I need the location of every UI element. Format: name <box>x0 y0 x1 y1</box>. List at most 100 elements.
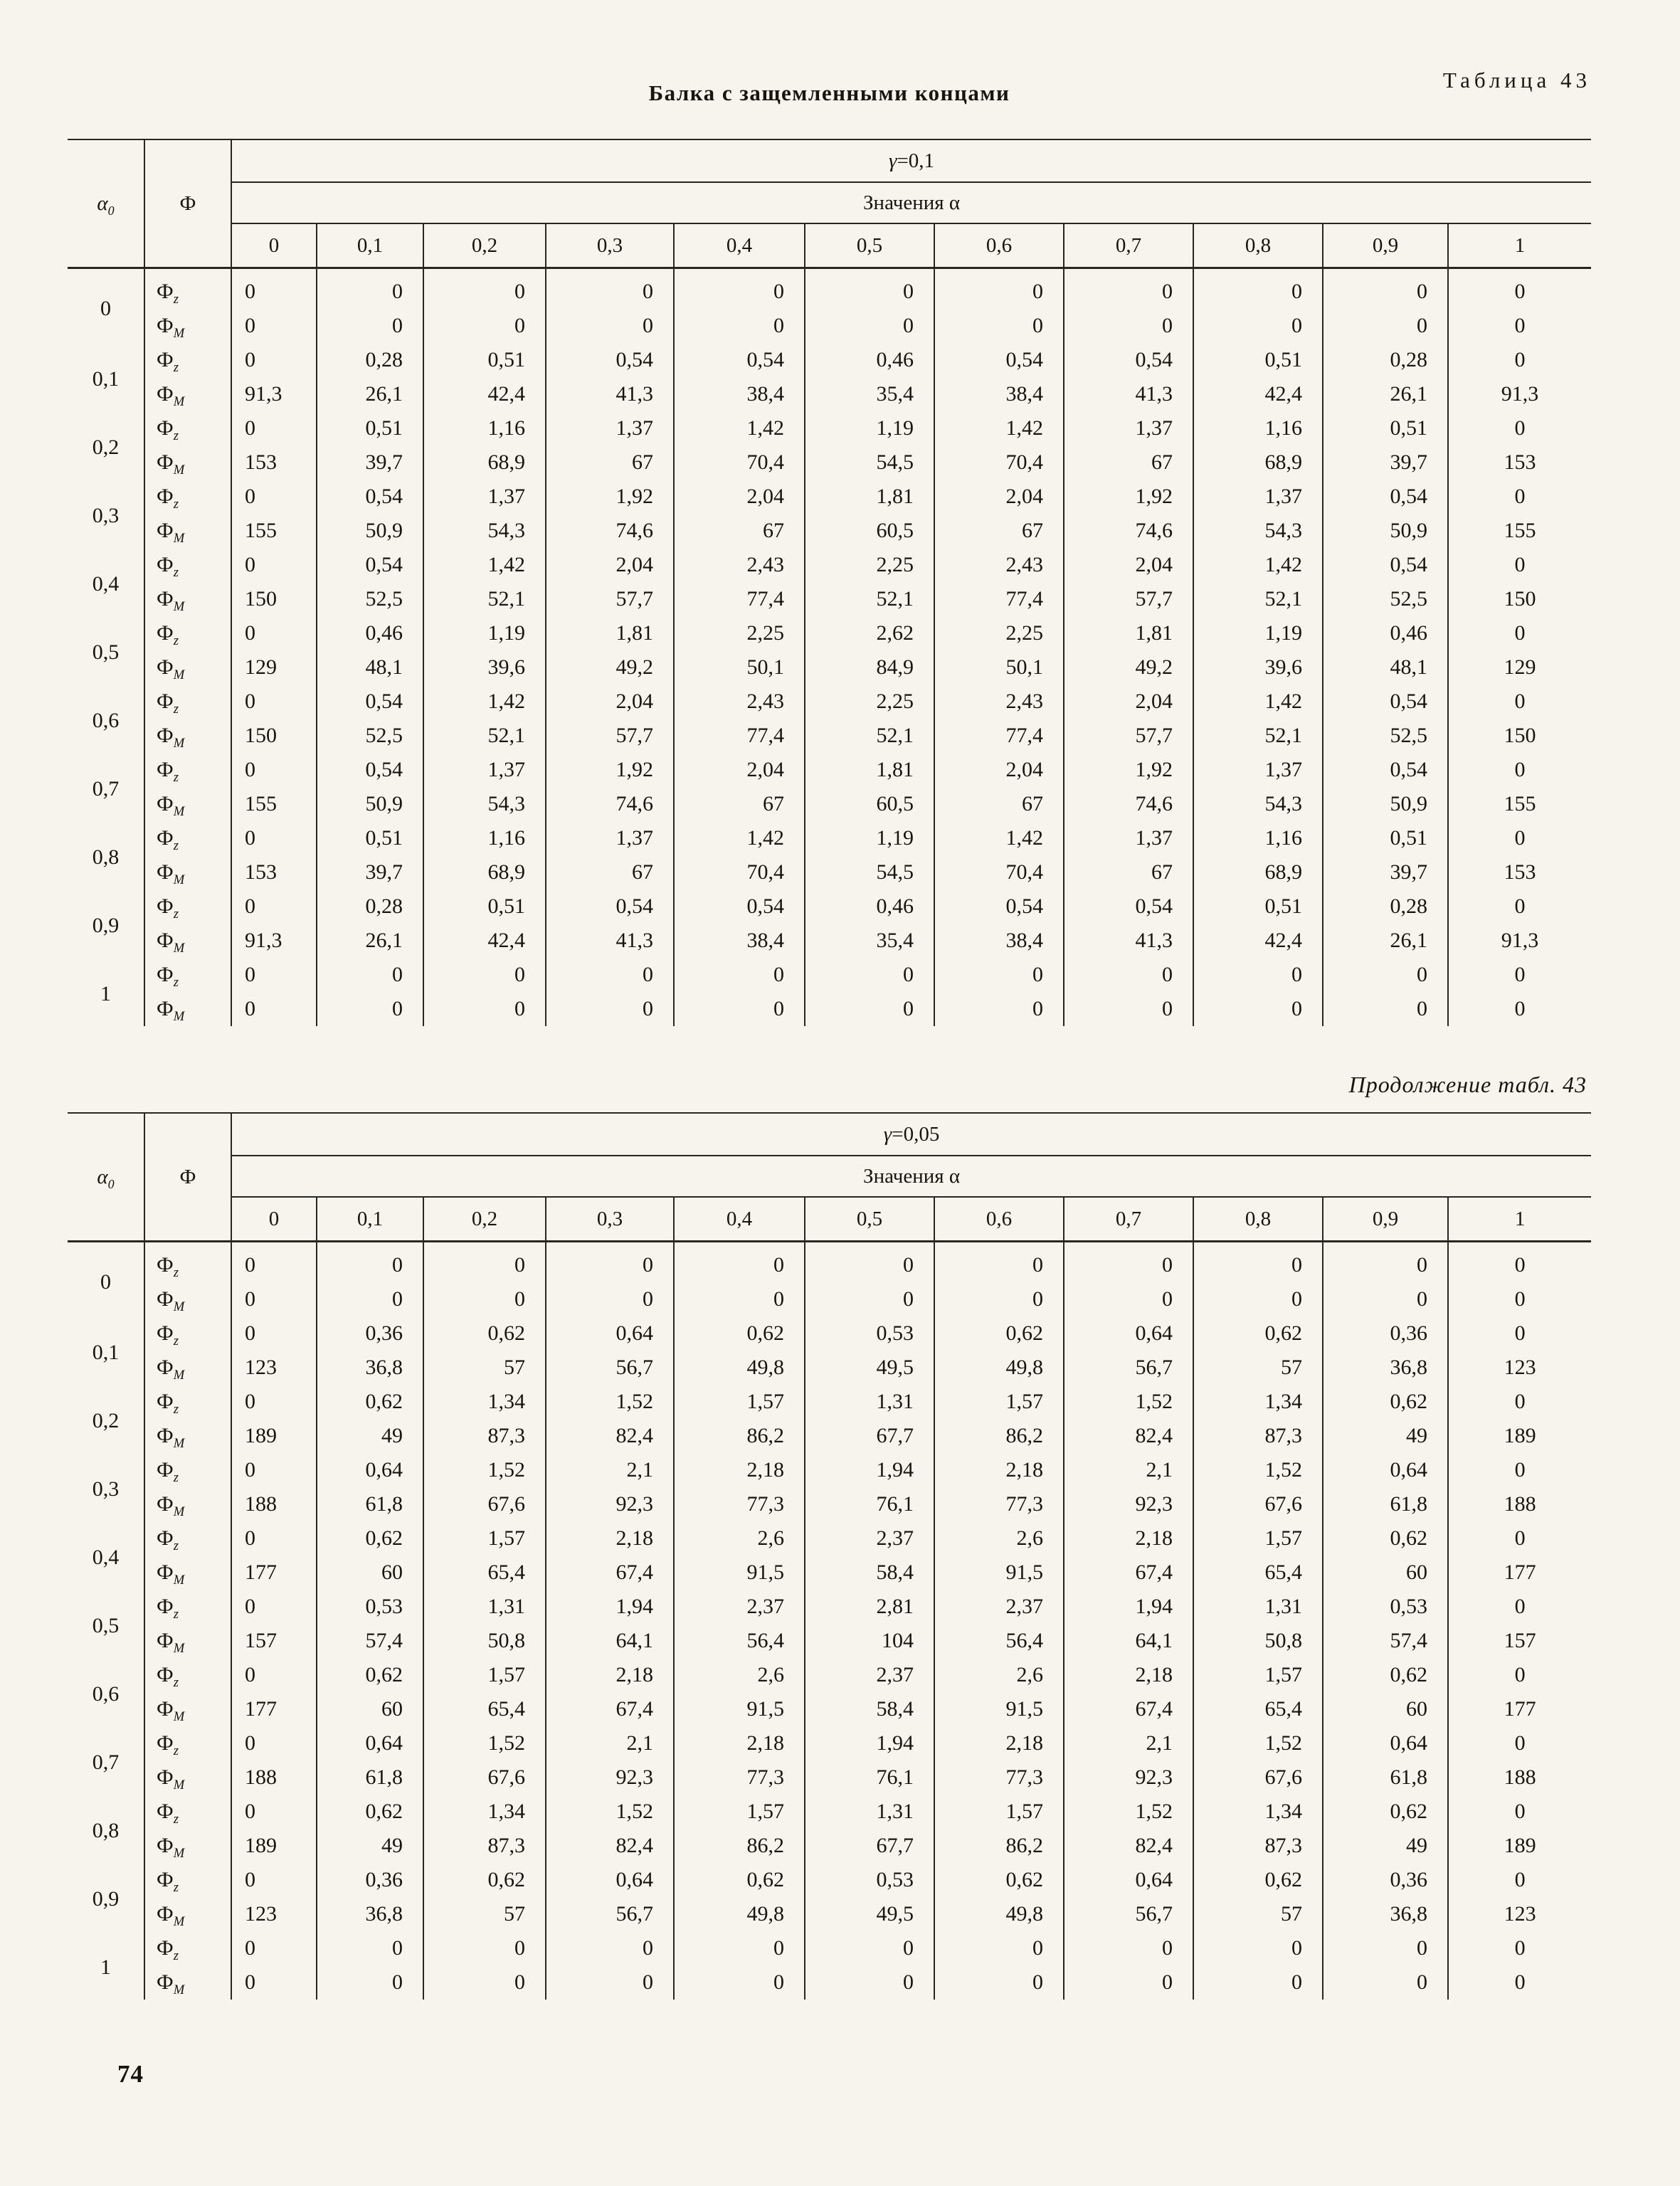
phi-m-row-label: ФM <box>144 1351 231 1385</box>
alpha0-value: 0,4 <box>92 1546 120 1569</box>
data-cell: 26,1 <box>1322 377 1448 411</box>
data-cell: 0 <box>673 268 805 309</box>
data-cell: 1,81 <box>1063 616 1193 650</box>
data-cell: 0 <box>545 1282 674 1316</box>
data-cell: 0,54 <box>316 548 423 582</box>
data-cell: 84,9 <box>804 650 934 685</box>
table-row: 0,6 Фz 0 0,54 1,42 2,04 2,43 2,25 2,43 2,04 1,42 0,… <box>68 685 1592 732</box>
data-cell: 2,04 <box>934 480 1064 514</box>
data-cell: 0 <box>1063 1241 1193 1282</box>
data-cell: 0,54 <box>1063 889 1193 924</box>
data-cell: 1,19 <box>423 616 546 650</box>
data-cell: 67,4 <box>1063 1692 1193 1726</box>
data-cell: 0 <box>1447 1931 1592 1965</box>
data-cell: 0,53 <box>1322 1590 1448 1624</box>
data-cell: 0,54 <box>1322 480 1448 514</box>
data-cell: 50,9 <box>1322 514 1448 548</box>
data-cell: 0 <box>804 1965 934 2000</box>
table1-header: Таблица 43 Балка с защемленными концами <box>68 68 1591 120</box>
data-cell: 57,7 <box>1063 582 1193 616</box>
data-cell: 0 <box>1193 958 1323 992</box>
data-cell: 0,62 <box>1322 1658 1448 1692</box>
data-cell: 61,8 <box>316 1760 423 1795</box>
data-cell: 36,8 <box>1322 1351 1448 1385</box>
data-cell: 57,4 <box>316 1624 423 1658</box>
data-cell: 0,62 <box>934 1863 1064 1897</box>
data-cell: 2,6 <box>673 1521 805 1556</box>
table1-caption: Таблица 43 <box>1442 68 1591 93</box>
data-cell: 157 <box>1447 1624 1592 1658</box>
data-cell: 52,1 <box>1193 719 1323 753</box>
data-cell: 0 <box>1447 480 1592 514</box>
data-cell: 0 <box>231 1521 317 1556</box>
data-cell: 1,52 <box>1193 1726 1323 1760</box>
table-row: ФM 155 50,9 54,3 74,6 67 60,5 67 74,6 54,3 50,9 155 <box>68 787 1592 821</box>
alpha0-value: 0,8 <box>92 1819 120 1842</box>
data-cell: 0,64 <box>1322 1726 1448 1760</box>
data-cell: 0 <box>1447 1726 1592 1760</box>
data-cell: 2,18 <box>673 1453 805 1487</box>
table-row: ФM 0 0 0 0 0 0 0 0 0 0 0 <box>68 1965 1592 2000</box>
col-header: 0,8 <box>1193 223 1323 269</box>
data-cell: 1,94 <box>545 1590 674 1624</box>
alpha0-value: 0,1 <box>92 367 120 391</box>
col-header: 0,1 <box>316 1197 423 1242</box>
data-cell: 153 <box>231 855 317 889</box>
data-cell: 0 <box>1447 1521 1592 1556</box>
data-cell: 188 <box>231 1760 317 1795</box>
data-cell: 0 <box>1063 1282 1193 1316</box>
data-cell: 0 <box>934 1931 1064 1965</box>
data-cell: 129 <box>231 650 317 685</box>
data-cell: 0,62 <box>1322 1795 1448 1829</box>
table-row: 1 Фz 0 0 0 0 0 0 0 0 0 0 0 <box>68 958 1592 1005</box>
data-cell: 1,57 <box>934 1385 1064 1419</box>
data-cell: 0 <box>1447 889 1592 924</box>
data-cell: 188 <box>1447 1760 1592 1795</box>
data-cell: 0 <box>231 616 317 650</box>
data-cell: 0 <box>934 1282 1064 1316</box>
table-row: ФM 177 60 65,4 67,4 91,5 58,4 91,5 67,4 65,4 60 177 <box>68 1556 1592 1590</box>
data-cell: 0 <box>423 268 546 309</box>
data-cell: 1,52 <box>1063 1385 1193 1419</box>
data-cell: 2,43 <box>934 548 1064 582</box>
table-row: ФM 155 50,9 54,3 74,6 67 60,5 67 74,6 54,3 50,9 155 <box>68 514 1592 548</box>
data-cell: 48,1 <box>1322 650 1448 685</box>
data-cell: 77,4 <box>673 719 805 753</box>
data-cell: 1,34 <box>423 1385 546 1419</box>
data-cell: 0,54 <box>316 685 423 719</box>
data-cell: 0 <box>231 1282 317 1316</box>
data-cell: 52,1 <box>804 582 934 616</box>
data-cell: 1,34 <box>423 1795 546 1829</box>
alpha0-value: 0,3 <box>92 504 120 527</box>
data-cell: 0 <box>1322 1241 1448 1282</box>
data-cell: 0 <box>231 309 317 343</box>
data-cell: 1,52 <box>545 1795 674 1829</box>
data-cell: 0 <box>673 1282 805 1316</box>
data-cell: 91,5 <box>934 1692 1064 1726</box>
data-cell: 0,28 <box>316 343 423 377</box>
table-row: ФM 123 36,8 57 56,7 49,8 49,5 49,8 56,7 57 36,8 123 <box>68 1351 1592 1385</box>
data-cell: 155 <box>231 514 317 548</box>
data-cell: 2,18 <box>545 1521 674 1556</box>
data-cell: 2,25 <box>804 548 934 582</box>
data-cell: 0 <box>1193 1965 1323 2000</box>
col-header: 0,3 <box>545 1197 674 1242</box>
data-cell: 1,92 <box>1063 480 1193 514</box>
data-cell: 0 <box>231 1453 317 1487</box>
data-cell: 87,3 <box>423 1419 546 1453</box>
phi-m-row-label: ФM <box>144 855 231 889</box>
data-cell: 0,62 <box>423 1316 546 1351</box>
data-cell: 0 <box>316 1241 423 1282</box>
data-cell: 1,37 <box>423 753 546 787</box>
table-row: 0,4 Фz 0 0,62 1,57 2,18 2,6 2,37 2,6 2,18 1,57 0,62… <box>68 1521 1592 1569</box>
data-cell: 67,7 <box>804 1419 934 1453</box>
data-cell: 35,4 <box>804 924 934 958</box>
data-cell: 77,4 <box>934 719 1064 753</box>
table-row: 0,2 Фz 0 0,62 1,34 1,52 1,57 1,31 1,57 1,52 1,34 0,… <box>68 1385 1592 1432</box>
data-cell: 2,1 <box>1063 1453 1193 1487</box>
data-cell: 36,8 <box>316 1897 423 1931</box>
data-cell: 57,7 <box>1063 719 1193 753</box>
data-cell: 1,57 <box>423 1658 546 1692</box>
data-cell: 0 <box>231 1726 317 1760</box>
data-cell: 0 <box>231 1385 317 1419</box>
